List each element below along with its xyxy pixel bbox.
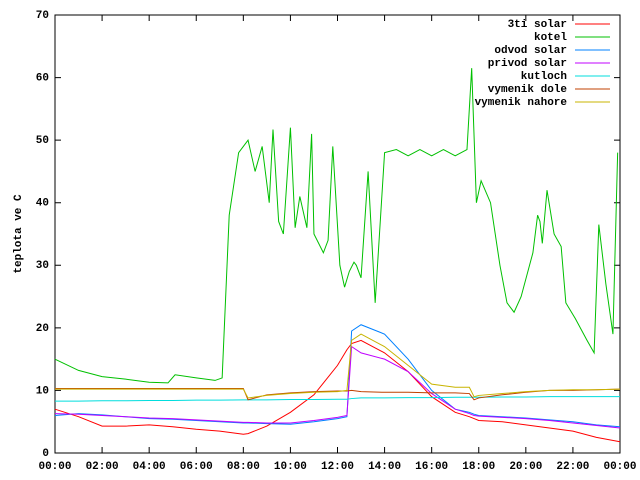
y-tick-label: 60: [36, 72, 49, 84]
series-line: [55, 388, 621, 401]
x-tick-label: 00:00: [38, 461, 71, 473]
legend-label: kutloch: [521, 71, 567, 83]
legend-label: vymenik dole: [488, 84, 568, 96]
x-tick-label: 00:00: [603, 461, 636, 473]
y-tick-label: 10: [36, 385, 49, 397]
series-line: [55, 333, 621, 399]
legend-label: 3ti solar: [508, 19, 567, 31]
x-tick-label: 02:00: [86, 461, 119, 473]
y-axis-label: teplota ve C: [13, 194, 25, 274]
y-tick-label: 70: [36, 10, 49, 22]
x-tick-label: 18:00: [462, 461, 495, 473]
x-tick-label: 22:00: [556, 461, 589, 473]
x-tick-label: 16:00: [415, 461, 448, 473]
series-line: [55, 396, 620, 402]
x-tick-label: 06:00: [180, 461, 213, 473]
x-tick-label: 10:00: [274, 461, 307, 473]
y-tick-label: 20: [36, 323, 49, 335]
y-tick-label: 0: [42, 448, 49, 460]
series-line: [54, 68, 619, 384]
y-tick-label: 50: [36, 135, 49, 147]
series-line: [54, 324, 621, 428]
x-tick-label: 08:00: [227, 461, 260, 473]
x-tick-label: 04:00: [133, 461, 166, 473]
x-tick-label: 12:00: [321, 461, 354, 473]
x-tick-label: 20:00: [509, 461, 542, 473]
legend-label: vymenik nahore: [475, 97, 568, 109]
y-tick-label: 30: [36, 260, 49, 272]
y-tick-label: 40: [36, 198, 49, 210]
legend-label: privod solar: [488, 58, 567, 70]
legend-label: kotel: [534, 32, 567, 44]
series-line: [54, 345, 621, 429]
x-tick-label: 14:00: [368, 461, 401, 473]
series-line: [54, 339, 621, 443]
legend-label: odvod solar: [494, 45, 567, 57]
